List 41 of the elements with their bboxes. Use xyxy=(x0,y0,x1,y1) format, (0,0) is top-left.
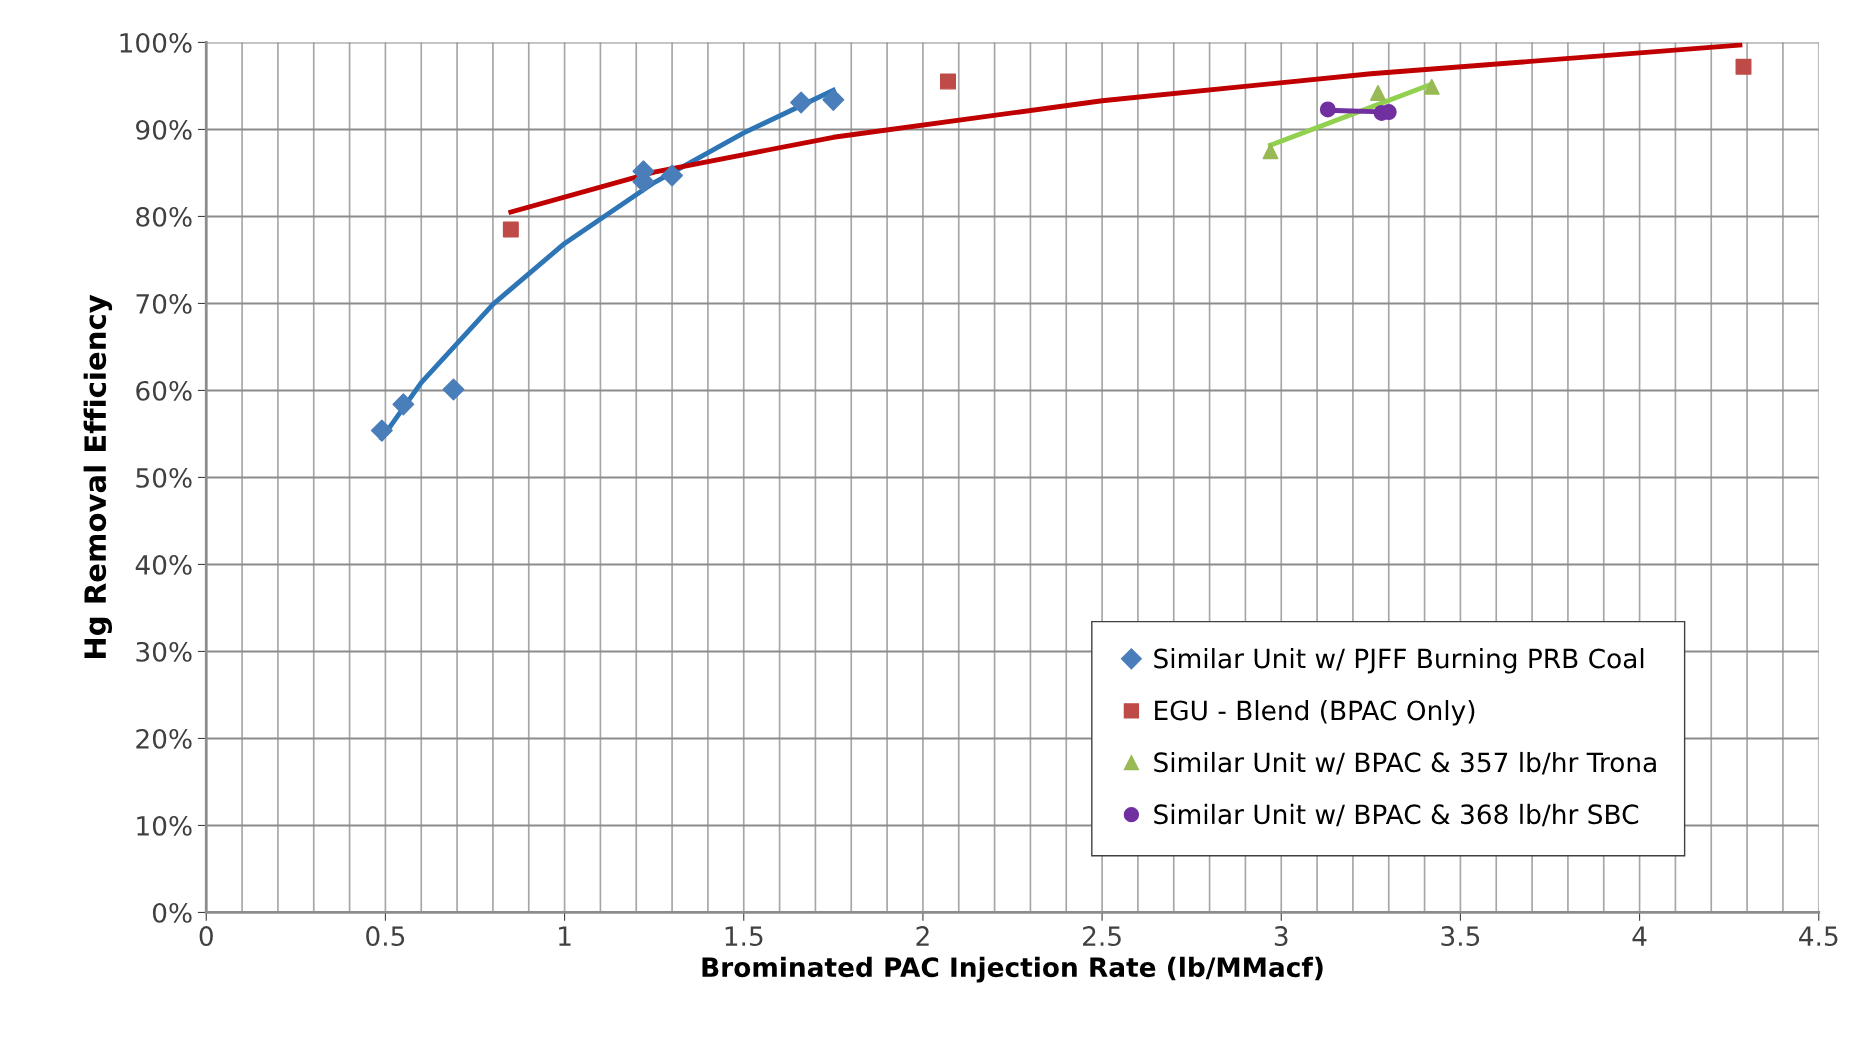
point xyxy=(1423,78,1440,95)
y-tick-label: 40% xyxy=(135,554,192,575)
x-tick-label: 1.5 xyxy=(725,926,763,947)
y-tick-label: 30% xyxy=(136,641,192,662)
x-tick-label: 2.5 xyxy=(1083,926,1121,947)
x-tick-label: 2 xyxy=(916,926,929,946)
x-tick-label: 3 xyxy=(1274,926,1288,947)
x-tick-label: 0.5 xyxy=(366,926,405,947)
y-tick-label: 20% xyxy=(136,728,192,749)
y-tick-label: 90% xyxy=(136,119,192,140)
point xyxy=(502,221,519,238)
y-tick-label: 10% xyxy=(137,815,192,836)
line-series xyxy=(508,42,1743,215)
point xyxy=(940,73,956,90)
point xyxy=(790,91,813,114)
point xyxy=(1262,143,1279,160)
legend-label: Similar Unit w/ BPAC & 368 lb/hr SBC xyxy=(1154,803,1639,827)
x-tick-label: 3.5 xyxy=(1441,926,1480,947)
point xyxy=(661,164,684,187)
point xyxy=(1319,101,1336,118)
point xyxy=(392,393,415,416)
legend-label: Similar Unit w/ BPAC & 357 lb/hr Trona xyxy=(1154,751,1656,775)
y-tick-label: 80% xyxy=(136,206,192,227)
x-axis-title: Brominated PAC Injection Rate (lb/MMacf) xyxy=(702,956,1323,983)
y-tick-label: 60% xyxy=(136,380,192,401)
y-tick-label: 100% xyxy=(120,32,192,53)
x-tick-label: 0 xyxy=(199,926,213,947)
point xyxy=(1370,84,1386,101)
point xyxy=(822,88,845,111)
x-tick-label: 4 xyxy=(1632,926,1647,946)
legend-label: Similar Unit w/ PJFF Burning PRB Coal xyxy=(1154,648,1644,674)
y-tick-label: 50% xyxy=(136,467,192,488)
x-tick-label: 4.5 xyxy=(1799,926,1838,947)
point xyxy=(370,419,393,442)
x-tick-label: 1 xyxy=(559,926,571,946)
y-tick-label: 70% xyxy=(136,293,192,314)
point xyxy=(442,378,465,401)
point xyxy=(1735,58,1752,75)
y-axis-title: Hg Removal Efficiency xyxy=(83,294,113,658)
y-tick-label: 0% xyxy=(152,902,192,923)
legend-label: EGU - Blend (BPAC Only) xyxy=(1155,699,1475,726)
